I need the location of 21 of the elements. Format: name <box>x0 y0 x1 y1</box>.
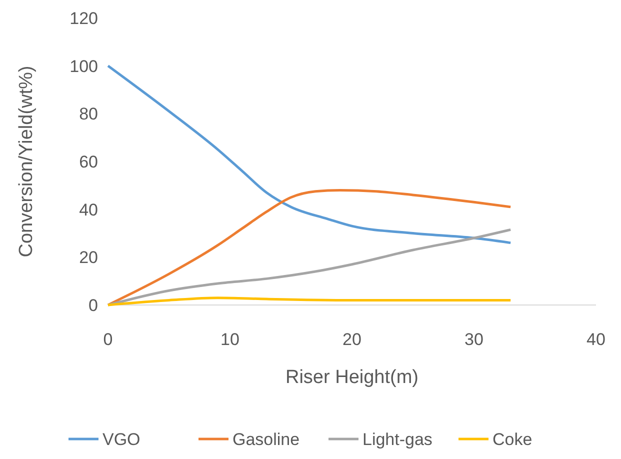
legend-label: Gasoline <box>232 430 300 449</box>
legend-label: Coke <box>492 430 532 449</box>
line-series <box>106 188 512 306</box>
y-tick-label: 100 <box>70 56 98 76</box>
legend-label: Light-gas <box>362 430 432 449</box>
x-tick-label: 0 <box>103 330 113 349</box>
y-tick-label: 20 <box>79 248 98 268</box>
line-series <box>106 296 512 306</box>
line-series <box>106 64 512 244</box>
x-axis-title: Riser Height(m) <box>285 367 419 388</box>
y-tick-label: 60 <box>79 152 98 172</box>
legend-label: VGO <box>102 430 140 449</box>
y-tick-label: 120 <box>70 8 98 28</box>
x-tick-label: 40 <box>586 330 606 349</box>
y-axis-title: Conversion/Yield(wt%) <box>16 66 37 258</box>
x-tick-label: 30 <box>464 330 484 349</box>
x-tick-label: 20 <box>342 330 362 349</box>
y-tick-label: 40 <box>79 200 98 220</box>
y-tick-label: 80 <box>79 104 98 124</box>
y-tick-label: 0 <box>88 296 98 315</box>
x-tick-label: 10 <box>220 330 240 349</box>
